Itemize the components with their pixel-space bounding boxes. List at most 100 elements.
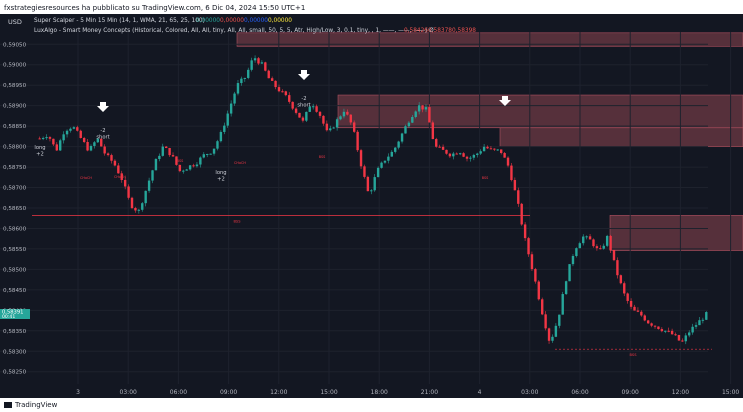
super-scalper-legend[interactable]: Super Scalper - 5 Min 15 Min (14, 1, WMA…	[34, 18, 205, 24]
candle-body[interactable]	[537, 281, 540, 300]
candle-body[interactable]	[199, 157, 202, 165]
candle-body[interactable]	[674, 334, 677, 336]
candle-body[interactable]	[335, 119, 339, 128]
candle-body[interactable]	[472, 154, 476, 158]
candle-body[interactable]	[469, 157, 472, 159]
candle-body[interactable]	[558, 314, 561, 326]
candle-body[interactable]	[366, 176, 370, 192]
candle-body[interactable]	[476, 153, 479, 155]
candle-body[interactable]	[421, 105, 424, 110]
tradingview-logo[interactable]: TradingView	[4, 400, 57, 410]
candle-body[interactable]	[298, 112, 301, 118]
candle-body[interactable]	[486, 146, 489, 149]
candle-body[interactable]	[195, 164, 199, 167]
candle-body[interactable]	[694, 325, 698, 327]
candle-body[interactable]	[657, 326, 660, 330]
candle-body[interactable]	[346, 111, 349, 115]
candle-body[interactable]	[520, 203, 523, 225]
candle-body[interactable]	[650, 323, 653, 326]
candle-body[interactable]	[506, 157, 510, 166]
candle-body[interactable]	[575, 248, 578, 257]
order-block-zone[interactable]	[337, 94, 743, 129]
candle-body[interactable]	[688, 332, 691, 336]
candle-body[interactable]	[698, 320, 701, 326]
candle-body[interactable]	[270, 78, 274, 81]
candle-body[interactable]	[332, 127, 335, 129]
candle-body[interactable]	[640, 311, 643, 316]
candle-body[interactable]	[55, 144, 58, 151]
candle-body[interactable]	[247, 69, 250, 78]
candle-body[interactable]	[397, 141, 400, 148]
candle-body[interactable]	[407, 122, 411, 127]
candle-body[interactable]	[517, 190, 520, 204]
candle-body[interactable]	[523, 224, 527, 239]
candle-body[interactable]	[448, 153, 452, 157]
candle-body[interactable]	[499, 149, 503, 154]
candle-body[interactable]	[206, 154, 209, 156]
candle-body[interactable]	[69, 128, 72, 131]
candle-body[interactable]	[455, 153, 458, 155]
candle-body[interactable]	[428, 107, 431, 123]
candle-body[interactable]	[605, 235, 609, 246]
candle-body[interactable]	[629, 300, 633, 307]
candle-body[interactable]	[424, 107, 428, 110]
candle-body[interactable]	[664, 330, 667, 332]
candle-body[interactable]	[243, 77, 247, 79]
candle-body[interactable]	[547, 328, 551, 341]
candle-body[interactable]	[236, 83, 240, 94]
candle-body[interactable]	[479, 151, 482, 154]
candle-body[interactable]	[339, 116, 342, 120]
candle-body[interactable]	[45, 137, 48, 139]
candle-body[interactable]	[496, 149, 499, 151]
candle-body[interactable]	[141, 203, 144, 210]
candle-body[interactable]	[684, 335, 687, 342]
candle-body[interactable]	[370, 190, 373, 192]
candle-body[interactable]	[585, 236, 588, 238]
candle-body[interactable]	[209, 153, 212, 155]
candle-body[interactable]	[544, 314, 547, 329]
candle-body[interactable]	[277, 87, 281, 92]
candle-body[interactable]	[431, 122, 435, 140]
candle-body[interactable]	[175, 156, 178, 165]
candle-body[interactable]	[233, 93, 236, 104]
candle-body[interactable]	[79, 130, 82, 138]
candle-body[interactable]	[435, 139, 438, 147]
candle-body[interactable]	[626, 293, 629, 301]
candle-body[interactable]	[701, 319, 705, 321]
candle-body[interactable]	[305, 111, 308, 121]
candle-body[interactable]	[349, 114, 352, 123]
candle-body[interactable]	[288, 95, 291, 102]
candle-body[interactable]	[404, 126, 407, 134]
candle-body[interactable]	[394, 147, 397, 152]
candle-body[interactable]	[452, 153, 455, 157]
candle-body[interactable]	[578, 243, 582, 249]
candle-body[interactable]	[294, 108, 298, 113]
candle-body[interactable]	[260, 62, 264, 64]
candle-body[interactable]	[158, 155, 161, 160]
candle-body[interactable]	[185, 169, 188, 171]
candle-body[interactable]	[554, 325, 558, 337]
candle-body[interactable]	[253, 58, 257, 61]
candle-body[interactable]	[619, 275, 623, 284]
candle-body[interactable]	[267, 70, 270, 79]
candle-body[interactable]	[660, 329, 664, 332]
candle-body[interactable]	[325, 123, 329, 131]
candle-body[interactable]	[311, 106, 315, 108]
candle-body[interactable]	[171, 155, 175, 157]
candle-body[interactable]	[609, 235, 612, 250]
order-block-zone[interactable]	[609, 215, 743, 251]
candle-body[interactable]	[212, 148, 216, 154]
candle-body[interactable]	[226, 113, 229, 126]
candle-body[interactable]	[137, 209, 141, 211]
candle-body[interactable]	[216, 141, 219, 149]
order-block-zone[interactable]	[499, 127, 743, 147]
candle-body[interactable]	[513, 180, 517, 191]
candle-body[interactable]	[100, 138, 103, 147]
candle-body[interactable]	[681, 340, 684, 342]
candle-body[interactable]	[342, 111, 346, 117]
candle-body[interactable]	[438, 146, 441, 148]
candle-body[interactable]	[48, 137, 52, 139]
candle-body[interactable]	[329, 128, 332, 131]
candle-body[interactable]	[636, 310, 640, 312]
candle-body[interactable]	[154, 159, 158, 171]
